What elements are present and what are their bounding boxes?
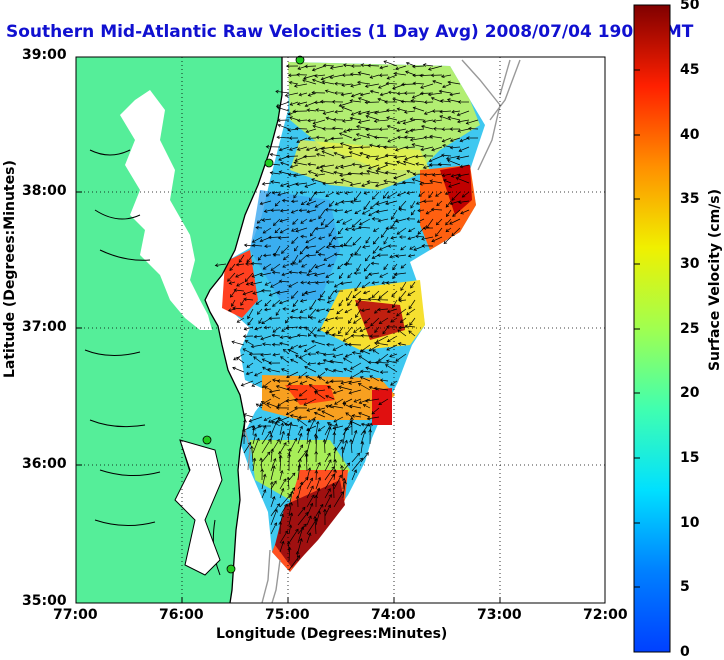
velocity-arrow-icon [315, 102, 325, 103]
colorbar-tick: 20 [680, 385, 699, 401]
velocity-arrow-icon [348, 345, 361, 346]
velocity-arrow-icon [334, 483, 335, 498]
station-marker-icon [227, 565, 235, 573]
velocity-arrow-icon [296, 129, 307, 130]
lon-tick: 72:00 [583, 607, 628, 623]
colorbar-tick: 15 [680, 450, 699, 466]
colorbar-tick: 30 [680, 256, 699, 272]
velocity-arrow-icon [366, 129, 379, 130]
colorbar-tick: 5 [680, 579, 690, 595]
colorbar-label: Surface Velocity (cm/s) [707, 155, 723, 405]
colorbar-tick: 45 [680, 62, 699, 78]
velocity-arrow-icon [368, 66, 379, 67]
lon-tick: 77:00 [53, 607, 98, 623]
velocity-arrow-icon [251, 264, 262, 265]
velocity-arrow-icon [299, 417, 307, 418]
colorbar-tick: 10 [680, 515, 699, 531]
station-marker-icon [203, 436, 211, 444]
lat-tick: 38:00 [22, 183, 67, 199]
lon-tick: 74:00 [371, 607, 416, 623]
lat-tick: 37:00 [22, 319, 67, 335]
velocity-arrow-icon [402, 84, 415, 85]
velocity-arrow-icon [421, 93, 433, 94]
velocity-arrow-icon [289, 542, 290, 552]
colorbar-tick: 35 [680, 191, 699, 207]
lon-tick: 73:00 [477, 607, 522, 623]
colorbar-tick: 40 [680, 127, 699, 143]
velocity-arrow-icon [469, 129, 478, 130]
lon-tick: 76:00 [159, 607, 204, 623]
velocity-arrow-icon [365, 102, 379, 103]
colorbar-tick: 0 [680, 644, 690, 660]
velocity-arrow-icon [305, 66, 316, 67]
colorbar-tick: 25 [680, 321, 699, 337]
velocity-arrow-icon [287, 156, 298, 157]
lon-tick: 75:00 [265, 607, 310, 623]
x-axis-label: Longitude (Degrees:Minutes) [216, 626, 447, 642]
velocity-arrow-icon [360, 174, 370, 175]
lat-tick: 39:00 [22, 47, 67, 63]
velocity-arrow-icon [316, 471, 317, 480]
lat-tick: 36:00 [22, 456, 67, 472]
station-marker-icon [265, 159, 273, 167]
colorbar-tick: 50 [680, 0, 699, 13]
y-axis-label: Latitude (Degrees:Minutes) [2, 218, 18, 378]
